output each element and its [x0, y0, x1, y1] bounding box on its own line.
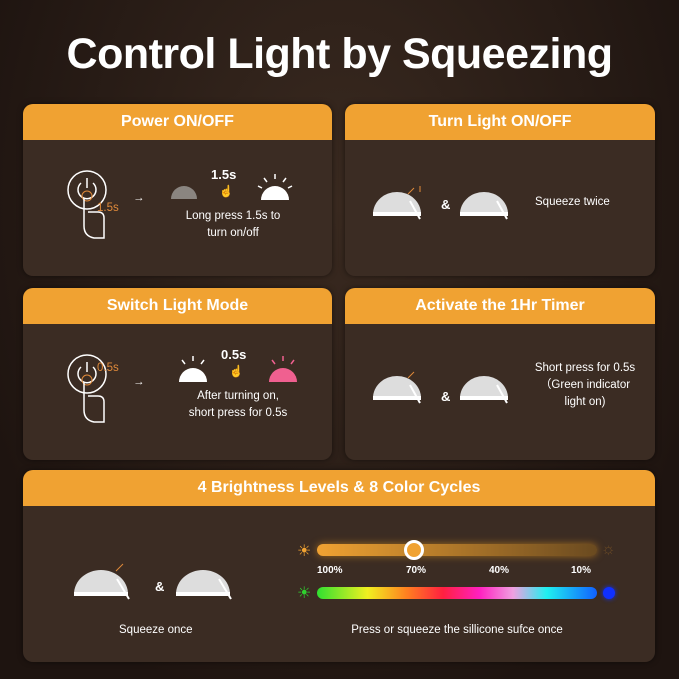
mode-header: Switch Light Mode: [23, 288, 332, 324]
mode-time: 0.5s: [221, 347, 247, 362]
finger-press-icon: ☝: [229, 366, 244, 378]
lamp-squeeze-icon: [74, 563, 130, 600]
level-70: 70%: [406, 565, 427, 576]
mode-card: Switch Light Mode 0.5s → 0.5s ☝ After tu…: [23, 288, 332, 460]
brightness-header: 4 Brightness Levels & 8 Color Cycles: [23, 470, 655, 506]
power-card: Power ON/OFF 1.5s → 1.5s ☝ Long press 1.…: [23, 104, 332, 276]
finger-press-icon: ☝: [219, 186, 234, 198]
squeeze-once-label: Squeeze once: [119, 624, 193, 636]
power-desc-2: turn on/off: [207, 227, 259, 239]
arrow-icon: →: [133, 192, 145, 204]
lamp-white-icon: [179, 356, 207, 382]
timer-desc-2: （Green indicator: [539, 379, 631, 391]
mode-desc-1: After turning on,: [197, 390, 279, 402]
sun-green-icon: ☀: [297, 585, 312, 602]
level-40: 40%: [489, 565, 510, 576]
level-10: 10%: [571, 565, 592, 576]
arrow-icon: →: [133, 376, 145, 388]
lamp-squeeze-icon: [373, 371, 421, 404]
power-desc-1: Long press 1.5s to: [185, 210, 281, 222]
lamp-on-icon: [257, 174, 293, 200]
brightness-card: 4 Brightness Levels & 8 Color Cycles & S…: [23, 470, 655, 662]
brightness-slider-thumb[interactable]: [404, 540, 424, 560]
blue-dot-icon: [603, 587, 615, 599]
lamp-squeeze-icon: [373, 186, 421, 220]
level-100: 100%: [317, 565, 343, 576]
amp: &: [441, 197, 451, 212]
power-button-hand-icon: [67, 354, 107, 423]
brightness-desc: Press or squeeze the sillicone sufce onc…: [351, 624, 563, 636]
color-slider[interactable]: [317, 587, 597, 599]
timer-card: Activate the 1Hr Timer & Short press for…: [345, 288, 655, 460]
amp: &: [441, 389, 451, 404]
lamp-squeeze-icon-2: [176, 570, 232, 600]
brightness-slider[interactable]: [317, 544, 597, 556]
mode-badge: 0.5s: [97, 362, 119, 374]
turn-desc: Squeeze twice: [535, 196, 610, 208]
power-time: 1.5s: [211, 167, 237, 182]
page-title: Control Light by Squeezing: [66, 30, 613, 78]
sun-dim-icon: ☼: [601, 541, 616, 558]
timer-desc-3: light on): [564, 396, 606, 408]
turn-header: Turn Light ON/OFF: [345, 104, 655, 140]
turn-card: Turn Light ON/OFF & Squeeze twice: [345, 104, 655, 276]
lamp-squeeze-icon-2: [460, 192, 508, 220]
timer-header: Activate the 1Hr Timer: [345, 288, 655, 324]
mode-desc-2: short press for 0.5s: [188, 407, 288, 419]
power-button-hand-icon: [67, 170, 107, 239]
lamp-off-icon: [171, 186, 197, 199]
lamp-squeeze-icon-2: [460, 376, 508, 404]
sun-bright-icon: ☀: [297, 543, 312, 560]
timer-desc-1: Short press for 0.5s: [534, 362, 636, 374]
amp: &: [155, 579, 165, 594]
power-badge: 1.5s: [97, 202, 119, 214]
lamp-pink-icon: [269, 356, 297, 382]
power-header: Power ON/OFF: [23, 104, 332, 140]
